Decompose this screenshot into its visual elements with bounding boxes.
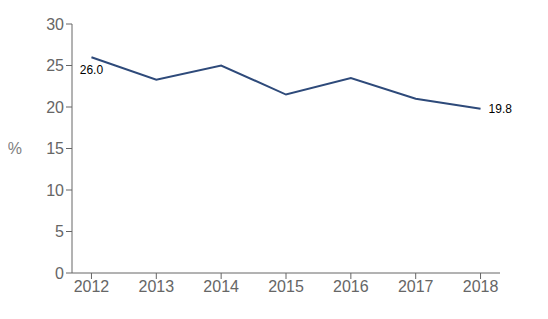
svg-text:15: 15 xyxy=(46,140,64,157)
svg-text:2016: 2016 xyxy=(333,278,369,295)
svg-text:%: % xyxy=(8,140,22,157)
svg-text:2013: 2013 xyxy=(139,278,175,295)
svg-text:20: 20 xyxy=(46,99,64,116)
svg-text:5: 5 xyxy=(55,223,64,240)
svg-text:30: 30 xyxy=(46,16,64,33)
svg-text:10: 10 xyxy=(46,182,64,199)
svg-text:0: 0 xyxy=(55,265,64,282)
svg-text:2017: 2017 xyxy=(398,278,434,295)
svg-text:19.8: 19.8 xyxy=(489,102,513,116)
svg-text:25: 25 xyxy=(46,57,64,74)
svg-text:26.0: 26.0 xyxy=(80,63,104,77)
svg-text:2018: 2018 xyxy=(463,278,499,295)
svg-text:2015: 2015 xyxy=(268,278,304,295)
svg-text:2014: 2014 xyxy=(203,278,239,295)
svg-text:2012: 2012 xyxy=(74,278,110,295)
